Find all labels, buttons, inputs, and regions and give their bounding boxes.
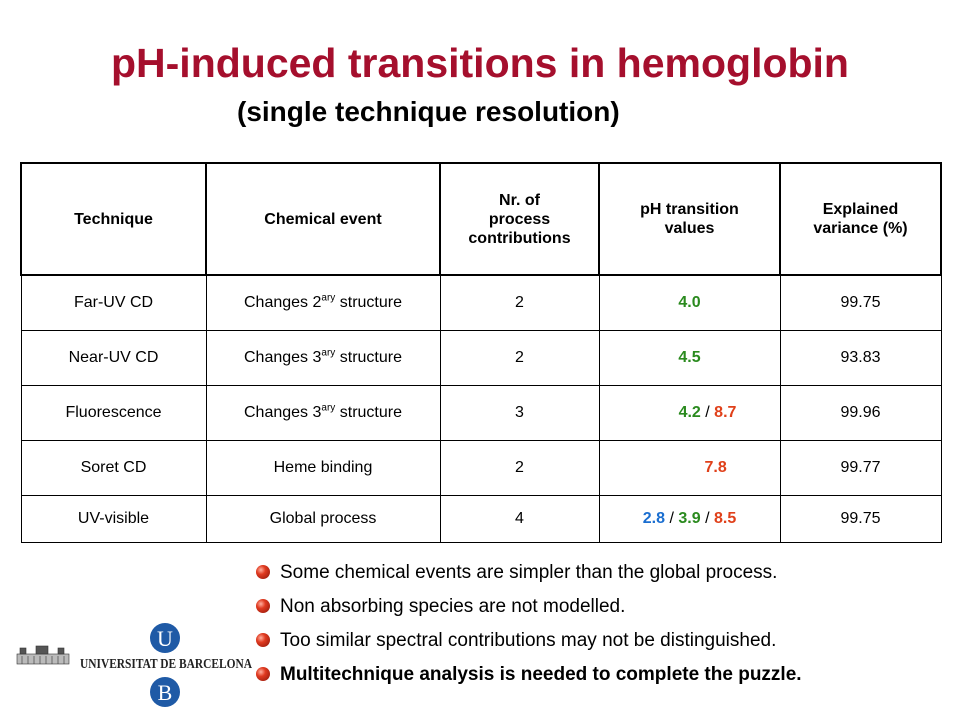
cell-chemical-event: Heme binding — [205, 440, 441, 496]
header-nr-contributions: Nr. of process contributions — [439, 162, 600, 276]
table-header-row: Technique Chemical event Nr. of process … — [20, 162, 942, 276]
cell-variance: 93.83 — [779, 330, 942, 386]
cell-ph-values: 7.8 — [598, 440, 781, 496]
header-ph-line2: values — [664, 220, 715, 237]
cell-variance: 99.96 — [779, 385, 942, 441]
cell-ph-values: 4.5 — [598, 330, 781, 386]
university-logo: U UNIVERSITAT DE BARCELONA B — [16, 623, 253, 707]
cell-technique: Near-UV CD — [20, 330, 207, 386]
cell-nr-contributions: 2 — [439, 330, 600, 386]
table-row: Far-UV CD Changes 2ary structure 2 4.0 9… — [20, 274, 942, 331]
cell-ph-values: 4.0 — [598, 274, 781, 331]
bullet-sphere-icon — [256, 599, 270, 613]
list-item: Some chemical events are simpler than th… — [256, 558, 802, 592]
slide-title: pH-induced transitions in hemoglobin — [111, 40, 849, 86]
list-item: Non absorbing species are not modelled. — [256, 592, 802, 626]
table-row: Soret CD Heme binding 2 7.8 99.77 — [20, 440, 942, 496]
cell-technique: Fluorescence — [20, 385, 207, 441]
cell-variance: 99.75 — [779, 495, 942, 543]
cell-technique: UV-visible — [20, 495, 207, 543]
svg-text:U: U — [157, 626, 173, 651]
cell-nr-contributions: 3 — [439, 385, 600, 441]
university-name: UNIVERSITAT DE BARCELONA — [80, 657, 253, 672]
cell-ph-values: 4.2 / 8.7 — [598, 385, 781, 441]
cell-chemical-event: Changes 3ary structure — [205, 330, 441, 386]
header-technique: Technique — [20, 162, 207, 276]
cell-variance: 99.77 — [779, 440, 942, 496]
header-var-line1: Explained — [822, 201, 899, 218]
cell-nr-contributions: 2 — [439, 274, 600, 331]
bullet-sphere-icon — [256, 565, 270, 579]
list-item: Multitechnique analysis is needed to com… — [256, 660, 802, 694]
bullet-sphere-icon — [256, 633, 270, 647]
table-row: Near-UV CD Changes 3ary structure 2 4.5 … — [20, 330, 942, 386]
header-ph-transition: pH transition values — [598, 162, 781, 276]
results-table: Technique Chemical event Nr. of process … — [20, 162, 942, 543]
cell-chemical-event: Global process — [205, 495, 441, 543]
cell-ph-values: 2.8 / 3.9 / 8.5 — [598, 495, 781, 543]
header-var-line2: variance (%) — [813, 220, 908, 237]
table-row: Fluorescence Changes 3ary structure 3 4.… — [20, 385, 942, 441]
u-emblem: U — [150, 623, 180, 653]
cell-technique: Soret CD — [20, 440, 207, 496]
header-nr-line3: contributions — [468, 229, 571, 247]
cell-chemical-event: Changes 3ary structure — [205, 385, 441, 441]
header-nr-line2: process — [488, 210, 551, 228]
bullet-sphere-icon — [256, 667, 270, 681]
b-emblem: B — [150, 677, 180, 707]
conclusion-list: Some chemical events are simpler than th… — [256, 558, 802, 694]
slide-subtitle: (single technique resolution) — [237, 96, 620, 127]
cell-nr-contributions: 2 — [439, 440, 600, 496]
table-row: UV-visible Global process 4 2.8 / 3.9 / … — [20, 495, 942, 543]
university-building-icon — [16, 645, 70, 665]
svg-text:B: B — [158, 680, 173, 705]
list-item: Too similar spectral contributions may n… — [256, 626, 802, 660]
cell-nr-contributions: 4 — [439, 495, 600, 543]
cell-variance: 99.75 — [779, 274, 942, 331]
header-explained-variance: Explained variance (%) — [779, 162, 942, 276]
header-ph-line1: pH transition — [640, 201, 739, 218]
cell-chemical-event: Changes 2ary structure — [205, 274, 441, 331]
header-nr-line1: Nr. of — [499, 191, 540, 209]
header-chemical-event: Chemical event — [205, 162, 441, 276]
cell-technique: Far-UV CD — [20, 274, 207, 331]
